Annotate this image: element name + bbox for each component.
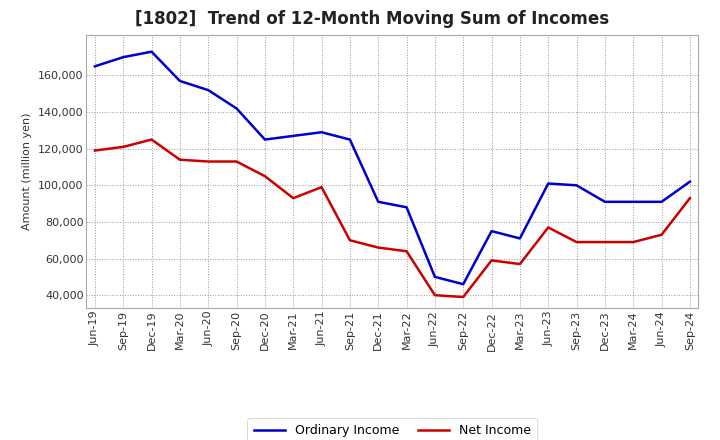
Net Income [402,249,411,254]
Line: Ordinary Income: Ordinary Income [95,51,690,284]
Net Income [374,245,382,250]
Net Income [148,137,156,142]
Net Income [91,148,99,153]
Net Income [629,239,637,245]
Net Income [318,184,326,190]
Net Income [233,159,241,164]
Ordinary Income [459,282,467,287]
Ordinary Income [402,205,411,210]
Ordinary Income [431,274,439,279]
Ordinary Income [374,199,382,205]
Text: [1802]  Trend of 12-Month Moving Sum of Incomes: [1802] Trend of 12-Month Moving Sum of I… [135,10,610,28]
Ordinary Income [233,106,241,111]
Ordinary Income [544,181,552,186]
Net Income [459,294,467,300]
Net Income [289,195,297,201]
Ordinary Income [685,179,694,184]
Y-axis label: Amount (million yen): Amount (million yen) [22,113,32,231]
Net Income [544,225,552,230]
Ordinary Income [261,137,269,142]
Net Income [176,157,184,162]
Ordinary Income [572,183,581,188]
Ordinary Income [204,88,212,93]
Net Income [487,258,496,263]
Ordinary Income [346,137,354,142]
Net Income [119,144,127,150]
Net Income [685,195,694,201]
Net Income [516,261,524,267]
Ordinary Income [176,78,184,84]
Ordinary Income [119,55,127,60]
Ordinary Income [600,199,609,205]
Ordinary Income [91,64,99,69]
Ordinary Income [318,130,326,135]
Legend: Ordinary Income, Net Income: Ordinary Income, Net Income [248,418,537,440]
Net Income [261,173,269,179]
Ordinary Income [148,49,156,54]
Net Income [572,239,581,245]
Net Income [600,239,609,245]
Ordinary Income [516,236,524,241]
Net Income [204,159,212,164]
Ordinary Income [289,133,297,139]
Ordinary Income [487,228,496,234]
Net Income [431,293,439,298]
Net Income [657,232,666,238]
Net Income [346,238,354,243]
Ordinary Income [657,199,666,205]
Line: Net Income: Net Income [95,139,690,297]
Ordinary Income [629,199,637,205]
